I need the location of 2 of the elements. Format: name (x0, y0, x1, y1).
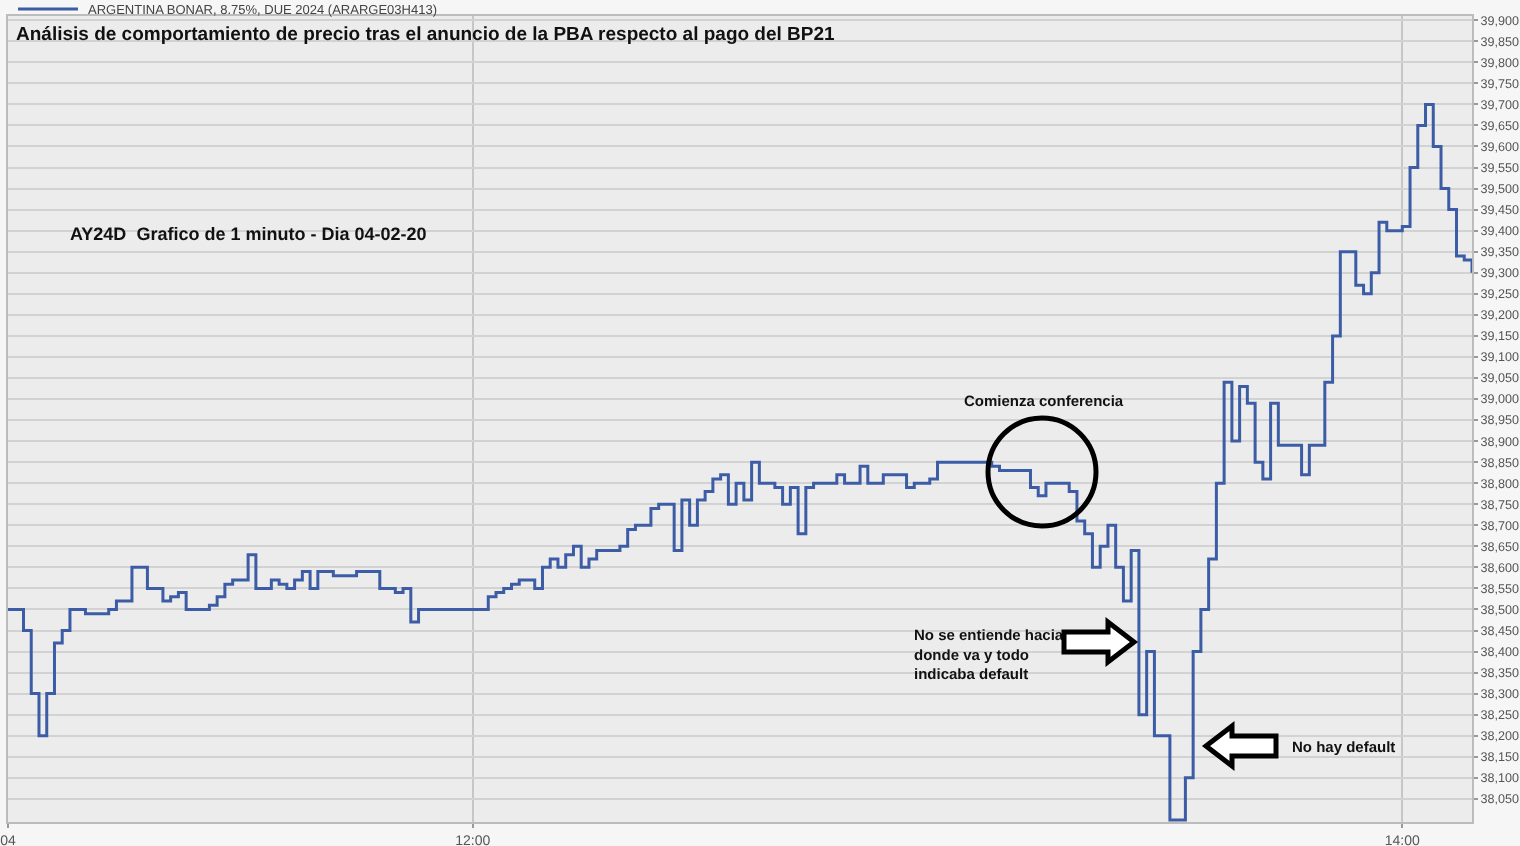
text: AY24D Grafico de 1 minuto - Dia 04-02-20 (70, 224, 427, 244)
chart-title: Análisis de comportamiento de precio tras el anuncio de la PBA respecto al pago del BP21 (16, 23, 837, 46)
